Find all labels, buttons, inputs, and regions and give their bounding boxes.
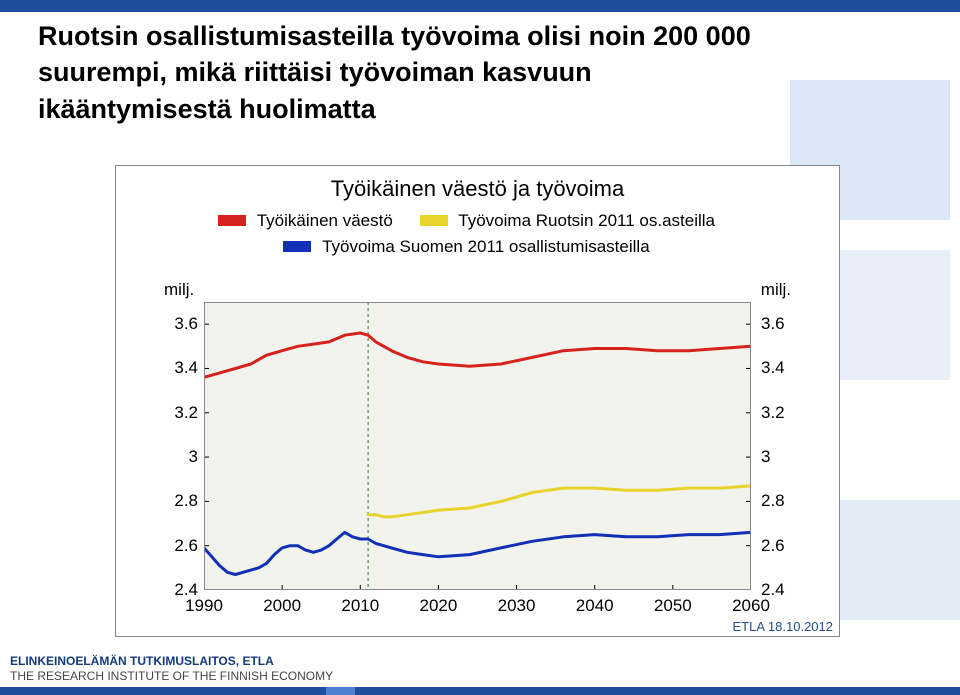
plot-wrap: 2.42.42.62.62.82.8333.23.23.43.43.63.619…	[204, 302, 751, 590]
ytick-right: 3	[761, 447, 770, 467]
top-accent-bar	[0, 0, 960, 12]
chart-legend: Työikäinen väestö Työvoima Ruotsin 2011 …	[116, 208, 839, 259]
heading-line-1: Ruotsin osallistumisasteilla työvoima ol…	[38, 21, 751, 51]
plot-area	[204, 302, 751, 590]
ytick-right: 3.2	[761, 403, 785, 423]
footer-accent-bar	[0, 687, 960, 695]
ytick-right: 2.8	[761, 491, 785, 511]
legend-swatch-1	[420, 215, 448, 226]
chart-frame: Työikäinen väestö ja työvoima Työikäinen…	[115, 165, 840, 637]
org-line-2: THE RESEARCH INSTITUTE OF THE FINNISH EC…	[10, 669, 333, 683]
org-name: ELINKEINOELÄMÄN TUTKIMUSLAITOS, ETLA THE…	[10, 654, 333, 683]
ytick-left: 3.6	[160, 314, 198, 334]
ytick-left: 3.4	[160, 358, 198, 378]
ytick-left: 3.2	[160, 403, 198, 423]
legend-swatch-2	[283, 241, 311, 252]
xtick: 2050	[654, 596, 692, 616]
ytick-left: 3	[160, 447, 198, 467]
ytick-right: 3.4	[761, 358, 785, 378]
chart-title: Työikäinen väestö ja työvoima	[116, 176, 839, 202]
ytick-right: 3.6	[761, 314, 785, 334]
xtick: 2030	[498, 596, 536, 616]
chart-source: ETLA 18.10.2012	[733, 619, 833, 634]
slide-heading: Ruotsin osallistumisasteilla työvoima ol…	[38, 18, 920, 127]
heading-line-2: suurempi, mikä riittäisi työvoiman kasvu…	[38, 57, 592, 87]
legend-swatch-0	[218, 215, 246, 226]
xtick: 2040	[576, 596, 614, 616]
ytick-right: 2.6	[761, 536, 785, 556]
xtick: 2010	[341, 596, 379, 616]
ytick-left: 2.6	[160, 536, 198, 556]
y-axis-unit-left: milj.	[164, 280, 194, 300]
heading-line-3: ikääntymisestä huolimatta	[38, 94, 376, 124]
ytick-left: 2.8	[160, 491, 198, 511]
legend-label-2: Työvoima Suomen 2011 osallistumisasteill…	[322, 235, 650, 259]
org-line-1: ELINKEINOELÄMÄN TUTKIMUSLAITOS, ETLA	[10, 654, 333, 668]
y-axis-unit-right: milj.	[761, 280, 791, 300]
xtick: 2000	[263, 596, 301, 616]
xtick: 2060	[732, 596, 770, 616]
legend-label-1: Työvoima Ruotsin 2011 os.asteilla	[458, 209, 715, 233]
slide-footer: ELINKEINOELÄMÄN TUTKIMUSLAITOS, ETLA THE…	[0, 687, 960, 695]
xtick: 2020	[420, 596, 458, 616]
legend-label-0: Työikäinen väestö	[257, 209, 393, 233]
xtick: 1990	[185, 596, 223, 616]
